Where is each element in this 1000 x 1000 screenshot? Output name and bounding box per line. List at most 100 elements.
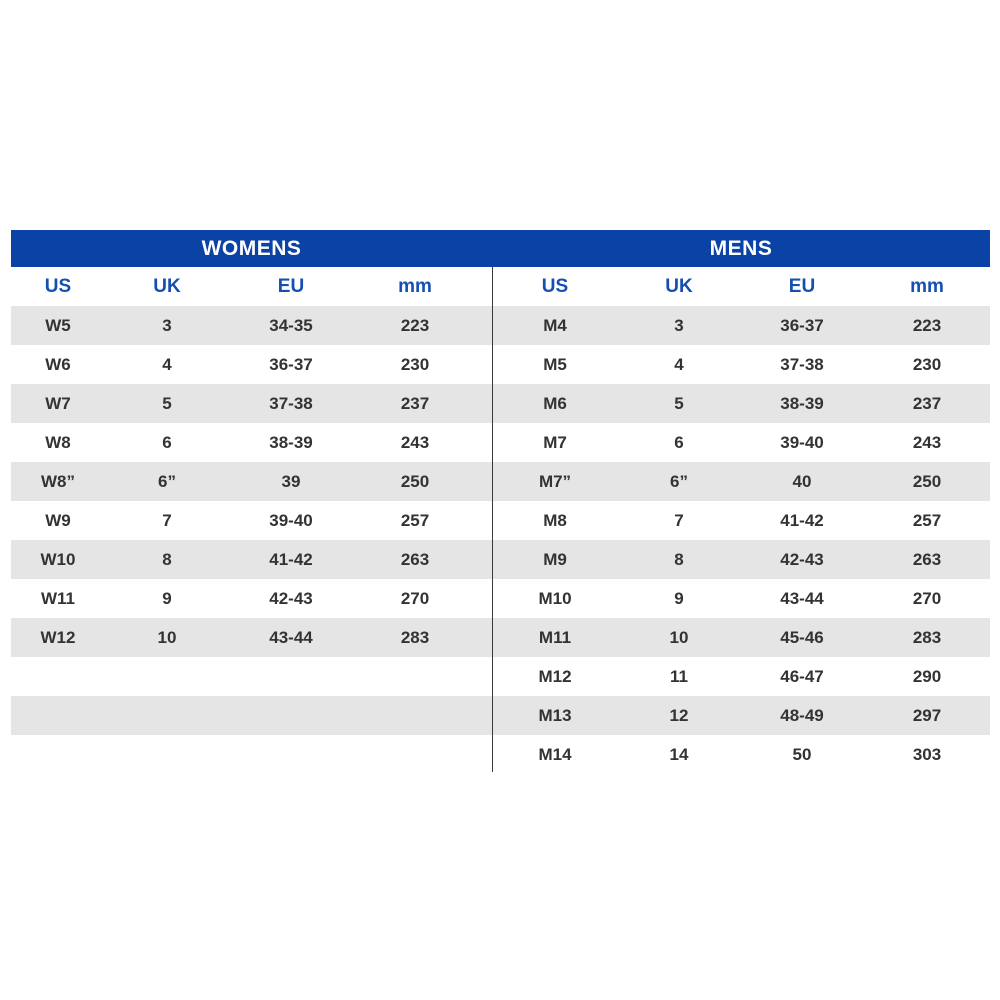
- cell-mm: 257: [400, 510, 430, 530]
- cell-uk: 9: [674, 588, 684, 608]
- cell-mm: 250: [912, 471, 942, 491]
- cell-uk: 10: [157, 627, 177, 647]
- table-row: W8 6 38-39 243: [11, 423, 492, 462]
- cell-us: W7: [45, 393, 71, 413]
- table-row: W7 5 37-38 237: [11, 384, 492, 423]
- cell-us: M5: [543, 354, 567, 374]
- cell-mm: 243: [912, 432, 942, 452]
- cell-uk: 6”: [670, 471, 688, 491]
- table-row: M13 12 48-49 297: [492, 696, 990, 735]
- cell-uk: 9: [162, 588, 172, 608]
- cell-us: M13: [538, 705, 572, 725]
- cell-mm: 250: [400, 471, 430, 491]
- cell-uk: 7: [162, 510, 172, 530]
- table-row: W11 9 42-43 270: [11, 579, 492, 618]
- table-row: M9 8 42-43 263: [492, 540, 990, 579]
- cell-mm: 283: [400, 627, 430, 647]
- womens-column-header-row: US UK EU mm: [11, 267, 492, 306]
- cell-uk: 6”: [158, 471, 176, 491]
- mens-column-header-uk: UK: [665, 275, 693, 297]
- cell-us: M7”: [538, 471, 572, 491]
- cell-us: W8: [45, 432, 71, 452]
- cell-eu: 50: [792, 744, 812, 764]
- cell-uk: 6: [674, 432, 684, 452]
- cell-us: W11: [40, 588, 76, 608]
- womens-column-header-us: US: [44, 275, 72, 297]
- mens-column-header-row: US UK EU mm: [492, 267, 990, 306]
- cell-eu: 41-42: [269, 549, 313, 569]
- cell-us: W5: [45, 315, 71, 335]
- cell-mm: 230: [912, 354, 942, 374]
- cell-us: M12: [538, 666, 572, 686]
- cell-us: M6: [543, 393, 567, 413]
- cell-mm: 297: [912, 705, 942, 725]
- cell-uk: 14: [669, 744, 689, 764]
- size-chart: WOMENS US UK EU mm W5 3 34-35 223 W6 4 36-37 23…: [11, 230, 990, 774]
- cell-mm: 223: [912, 315, 942, 335]
- cell-mm: 263: [400, 549, 430, 569]
- mens-section-header: MENS: [492, 230, 990, 267]
- cell-us: M8: [543, 510, 567, 530]
- cell-us: M4: [543, 315, 567, 335]
- table-row: M4 3 36-37 223: [492, 306, 990, 345]
- cell-mm: 237: [912, 393, 942, 413]
- cell-uk: 8: [674, 549, 684, 569]
- cell-eu: 42-43: [780, 549, 824, 569]
- cell-mm: 290: [912, 666, 942, 686]
- cell-eu: 43-44: [780, 588, 824, 608]
- womens-title: WOMENS: [201, 236, 302, 260]
- cell-uk: 5: [674, 393, 684, 413]
- table-row: M6 5 38-39 237: [492, 384, 990, 423]
- cell-eu: 46-47: [780, 666, 824, 686]
- table-row: M7” 6” 40 250: [492, 462, 990, 501]
- cell-eu: 38-39: [269, 432, 313, 452]
- table-row: M5 4 37-38 230: [492, 345, 990, 384]
- cell-eu: 45-46: [780, 627, 824, 647]
- cell-eu: 39: [281, 471, 301, 491]
- cell-us: W9: [45, 510, 71, 530]
- cell-eu: 48-49: [780, 705, 824, 725]
- mens-column-header-us: US: [541, 275, 569, 297]
- cell-uk: 6: [162, 432, 172, 452]
- cell-mm: 243: [400, 432, 430, 452]
- womens-column-header-eu: EU: [277, 275, 305, 297]
- womens-column-header-mm: mm: [398, 275, 432, 297]
- cell-eu: 40: [792, 471, 812, 491]
- cell-mm: 237: [400, 393, 430, 413]
- cell-eu: 37-38: [780, 354, 824, 374]
- mens-title: MENS: [709, 236, 773, 260]
- womens-section-header: WOMENS: [11, 230, 492, 267]
- cell-eu: 39-40: [780, 432, 824, 452]
- table-row: M11 10 45-46 283: [492, 618, 990, 657]
- table-row: M7 6 39-40 243: [492, 423, 990, 462]
- womens-size-table: WOMENS US UK EU mm W5 3 34-35 223 W6 4 36-37 23…: [11, 230, 492, 774]
- table-row: M10 9 43-44 270: [492, 579, 990, 618]
- cell-us: M11: [538, 627, 572, 647]
- cell-eu: 39-40: [269, 510, 313, 530]
- cell-uk: 10: [669, 627, 689, 647]
- womens-table-body: W5 3 34-35 223 W6 4 36-37 230 W7 5 37-38 237 W8 6 38-3…: [11, 306, 492, 774]
- cell-eu: 37-38: [269, 393, 313, 413]
- womens-column-header-uk: UK: [153, 275, 181, 297]
- cell-mm: 270: [912, 588, 942, 608]
- cell-eu: 34-35: [269, 315, 313, 335]
- cell-uk: 3: [162, 315, 172, 335]
- cell-uk: 4: [162, 354, 172, 374]
- cell-eu: 36-37: [780, 315, 824, 335]
- cell-mm: 257: [912, 510, 942, 530]
- cell-mm: 270: [400, 588, 430, 608]
- cell-us: M7: [543, 432, 567, 452]
- cell-uk: 4: [674, 354, 684, 374]
- cell-us: M10: [538, 588, 572, 608]
- table-row: W10 8 41-42 263: [11, 540, 492, 579]
- cell-eu: 41-42: [780, 510, 824, 530]
- cell-us: M14: [538, 744, 572, 764]
- table-row: [11, 657, 492, 696]
- table-divider-line: [492, 267, 493, 772]
- cell-uk: 12: [669, 705, 689, 725]
- cell-eu: 43-44: [269, 627, 313, 647]
- cell-eu: 36-37: [269, 354, 313, 374]
- cell-uk: 5: [162, 393, 172, 413]
- cell-mm: 230: [400, 354, 430, 374]
- mens-size-table: MENS US UK EU mm M4 3 36-37 223 M5 4 37-38 230 M…: [492, 230, 990, 774]
